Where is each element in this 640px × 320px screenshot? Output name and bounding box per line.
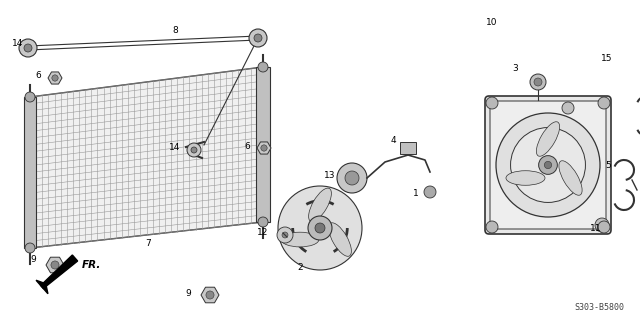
- Polygon shape: [30, 67, 263, 248]
- Circle shape: [258, 62, 268, 72]
- Circle shape: [562, 102, 574, 114]
- Text: 14: 14: [12, 38, 24, 47]
- FancyBboxPatch shape: [485, 96, 611, 234]
- Circle shape: [308, 216, 332, 240]
- Ellipse shape: [536, 122, 559, 156]
- Circle shape: [191, 147, 197, 153]
- Text: 3: 3: [512, 63, 518, 73]
- Text: 7: 7: [145, 238, 151, 247]
- Text: 6: 6: [35, 70, 41, 79]
- Circle shape: [25, 243, 35, 253]
- Circle shape: [258, 217, 268, 227]
- Circle shape: [315, 223, 325, 233]
- Text: 5: 5: [605, 161, 611, 170]
- Circle shape: [51, 261, 59, 269]
- Circle shape: [486, 221, 498, 233]
- Ellipse shape: [281, 232, 319, 247]
- Text: 9: 9: [185, 290, 191, 299]
- Text: 9: 9: [30, 255, 36, 265]
- Bar: [400, 142, 416, 154]
- Circle shape: [52, 75, 58, 81]
- Text: S303-B5800: S303-B5800: [574, 303, 624, 313]
- Text: FR.: FR.: [82, 260, 101, 270]
- Polygon shape: [256, 67, 270, 222]
- Ellipse shape: [506, 171, 545, 185]
- Polygon shape: [257, 142, 271, 154]
- Polygon shape: [201, 287, 219, 303]
- Circle shape: [261, 145, 267, 151]
- Text: 1: 1: [413, 188, 419, 197]
- Circle shape: [511, 128, 586, 203]
- Circle shape: [24, 44, 32, 52]
- Circle shape: [598, 97, 610, 109]
- Polygon shape: [36, 280, 48, 294]
- Circle shape: [277, 227, 293, 243]
- Circle shape: [25, 92, 35, 102]
- Polygon shape: [41, 255, 77, 289]
- Circle shape: [345, 171, 359, 185]
- Circle shape: [496, 113, 600, 217]
- Text: 4: 4: [390, 135, 396, 145]
- Circle shape: [534, 78, 542, 86]
- Text: 13: 13: [324, 171, 336, 180]
- Circle shape: [486, 97, 498, 109]
- Circle shape: [282, 232, 288, 238]
- Circle shape: [424, 186, 436, 198]
- Circle shape: [249, 29, 267, 47]
- Circle shape: [254, 34, 262, 42]
- Ellipse shape: [328, 223, 351, 256]
- Text: 12: 12: [257, 228, 269, 236]
- Circle shape: [598, 221, 610, 233]
- Ellipse shape: [559, 161, 582, 195]
- Ellipse shape: [308, 188, 332, 222]
- Circle shape: [337, 163, 367, 193]
- Polygon shape: [46, 257, 64, 273]
- Circle shape: [545, 161, 552, 169]
- Polygon shape: [48, 72, 62, 84]
- Circle shape: [187, 143, 201, 157]
- Circle shape: [530, 74, 546, 90]
- Polygon shape: [24, 97, 36, 248]
- Text: 10: 10: [486, 18, 498, 27]
- Circle shape: [19, 39, 37, 57]
- Circle shape: [539, 156, 557, 174]
- Text: 14: 14: [170, 142, 180, 151]
- Circle shape: [595, 218, 609, 232]
- Text: 2: 2: [297, 263, 303, 273]
- Text: 6: 6: [244, 141, 250, 150]
- Circle shape: [278, 186, 362, 270]
- Text: 11: 11: [590, 223, 602, 233]
- Text: 15: 15: [601, 53, 612, 62]
- Text: 8: 8: [172, 26, 178, 35]
- Circle shape: [206, 291, 214, 299]
- FancyBboxPatch shape: [490, 101, 606, 229]
